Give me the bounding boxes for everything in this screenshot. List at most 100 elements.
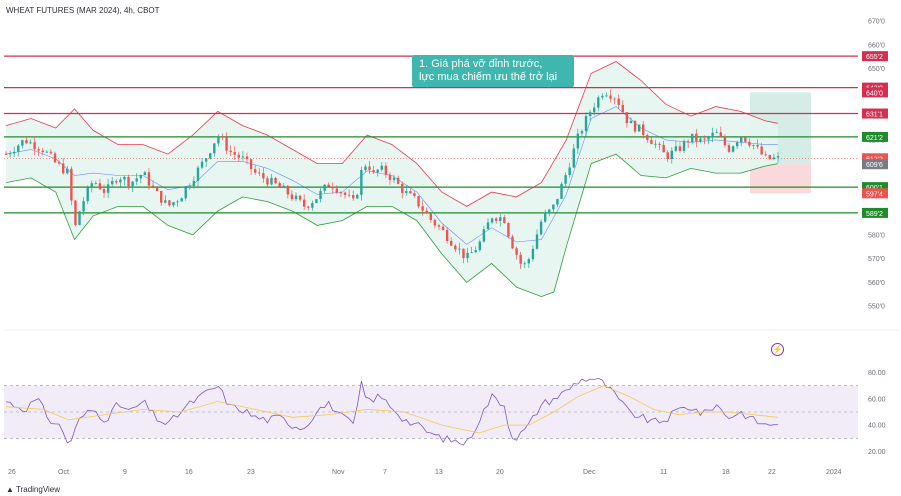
candle-body (21, 140, 24, 146)
candle-body (650, 139, 653, 145)
price-tick-label: 670'0 (868, 19, 885, 26)
price-tick-label: 580'0 (868, 232, 885, 239)
candle-body (560, 183, 563, 199)
bollinger-upper-line (5, 61, 779, 207)
candle-body (699, 138, 702, 142)
candle-body (8, 153, 12, 155)
candle-body (343, 192, 347, 195)
price-tag (862, 188, 888, 199)
rsi-tick-label: 20.00 (868, 449, 886, 456)
candle-body (425, 210, 428, 214)
candle-body (678, 146, 682, 151)
candle-body (499, 217, 502, 221)
candle-body (82, 201, 85, 212)
candle-body (217, 136, 220, 144)
level-price-label: 655'2 (866, 54, 883, 61)
candle-body (221, 136, 224, 138)
candle-body (66, 168, 69, 174)
candle-body (396, 177, 400, 184)
candle-body (33, 142, 36, 150)
candle-body (617, 98, 620, 105)
candle-body (262, 173, 265, 179)
candle-body (176, 201, 179, 203)
candle-body (347, 194, 351, 196)
candle-body (735, 142, 739, 147)
x-tick-label: 18 (722, 469, 730, 476)
candle-body (41, 150, 44, 153)
candle-body (625, 112, 629, 124)
candle-body (49, 151, 53, 154)
candle-body (294, 195, 298, 200)
candle-body (241, 156, 245, 158)
candle-body (691, 133, 694, 143)
candle-body (270, 177, 273, 185)
price-tag-label: 597'4 (866, 191, 883, 198)
candle-body (94, 183, 98, 184)
candle-body (450, 240, 453, 246)
candle-body (462, 248, 465, 259)
price-tag (862, 87, 888, 98)
lightning-icon[interactable]: ⚡ (771, 343, 784, 356)
candle-body (601, 95, 604, 98)
brand-label: TradingView (16, 485, 61, 494)
candle-body (61, 163, 65, 174)
candle-body (445, 230, 449, 241)
candle-body (621, 104, 624, 113)
price-tag-label: 640'0 (866, 90, 883, 97)
candle-body (768, 154, 772, 160)
candle-body (286, 185, 290, 195)
candle-body (633, 121, 637, 132)
candle-body (74, 200, 77, 226)
candle-body (225, 137, 228, 151)
x-tick-label: 2024 (826, 469, 842, 476)
candle-body (388, 174, 392, 180)
candle-body (523, 263, 526, 265)
candle-body (274, 177, 277, 184)
candle-body (552, 204, 555, 210)
candle-body (584, 116, 588, 132)
rsi-line (5, 377, 779, 446)
candle-body (454, 245, 457, 250)
candle-body (78, 211, 81, 226)
candle-body (298, 195, 302, 200)
tradingview-brand[interactable]: ▲ TradingView (6, 485, 60, 494)
level-price-tag (862, 182, 888, 193)
x-tick-label: Nov (332, 469, 345, 476)
level-price-label: 621'2 (866, 135, 883, 142)
x-tick-label: 20 (496, 469, 504, 476)
candle-body (323, 184, 326, 191)
candle-body (356, 194, 359, 199)
candle-body (740, 137, 743, 143)
candle-body (539, 221, 543, 235)
candle-body (760, 146, 763, 155)
candle-body (380, 165, 383, 170)
candle-body (715, 132, 718, 134)
candle-body (609, 95, 612, 99)
candle-body (307, 206, 310, 208)
candle-body (748, 141, 751, 146)
candle-body (503, 217, 506, 224)
candle-body (339, 192, 343, 194)
candle-body (707, 137, 710, 140)
annotation-callout[interactable]: 1. Giá phá vỡ đỉnh trước, lực mua chiếm … (412, 55, 574, 87)
candle-body (315, 199, 318, 204)
candle-body (772, 157, 776, 160)
candle-body (57, 162, 61, 164)
candle-body (237, 154, 241, 158)
candle-body (466, 252, 469, 259)
candle-body (682, 141, 686, 151)
candle-body (482, 229, 486, 242)
x-tick-label: 7 (383, 469, 387, 476)
candle-body (360, 170, 363, 195)
candle-body (703, 138, 706, 140)
candle-body (433, 219, 437, 226)
candle-body (405, 191, 408, 193)
symbol-title: WHEAT FUTURES (MAR 2024), 4h, CBOT (6, 6, 160, 15)
candle-body (543, 213, 547, 222)
candle-body (160, 190, 163, 203)
candle-body (662, 144, 665, 153)
candle-body (376, 169, 379, 173)
candle-body (86, 187, 89, 202)
candle-body (711, 132, 714, 138)
candle-body (311, 203, 314, 208)
